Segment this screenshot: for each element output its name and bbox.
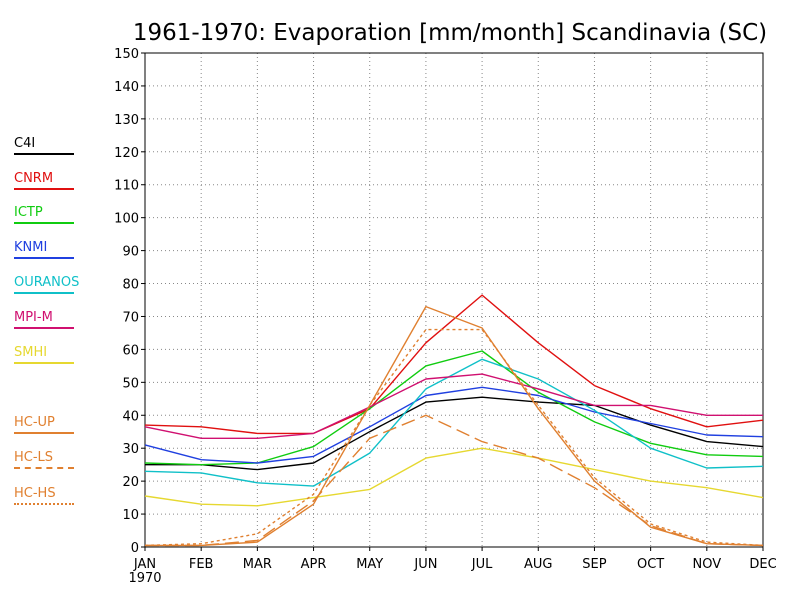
plot-axes xyxy=(144,52,764,548)
x-tick-label: MAY xyxy=(356,557,383,572)
legend-label: SMHI xyxy=(14,345,48,360)
y-tick-label: 40 xyxy=(122,409,139,424)
y-tick-label: 60 xyxy=(122,343,139,358)
legend-label: OURANOS xyxy=(14,275,80,290)
legend-label: HC-LS xyxy=(14,450,54,465)
x-tick-label: OCT xyxy=(637,557,664,572)
chart-title: 1961-1970: Evaporation [mm/month] Scandi… xyxy=(133,20,767,46)
y-tick-label: 50 xyxy=(122,376,139,391)
y-tick-label: 110 xyxy=(114,179,139,194)
grid-lines xyxy=(145,53,763,547)
legend-line-sample xyxy=(14,327,74,329)
x-axis-ticks: JAN FEB MAR APR MAY JUN JUL AUG SEP OCT NOV DEC 1970 xyxy=(128,547,777,586)
y-tick-label: 100 xyxy=(114,212,139,227)
legend-line-sample xyxy=(14,432,74,434)
legend-line-sample xyxy=(14,503,74,505)
legend-item-hc-ls: HC-LS xyxy=(14,451,74,469)
legend-item-hc-hs: HC-HS xyxy=(14,487,74,505)
legend-line-sample xyxy=(14,292,74,294)
x-tick-label: NOV xyxy=(693,557,722,572)
x-tick-label: APR xyxy=(301,557,327,572)
legend-item-knmi: KNMI xyxy=(14,241,74,259)
legend-item-mpi-m: MPI-M xyxy=(14,311,74,329)
x-tick-label: JAN xyxy=(133,557,156,572)
series-line-hc-up xyxy=(145,305,764,547)
legend-label: CNRM xyxy=(14,171,54,186)
y-tick-label: 80 xyxy=(122,278,139,293)
legend-label: HC-HS xyxy=(14,486,56,501)
series-line-hc-hs xyxy=(144,328,764,547)
legend-line-sample xyxy=(14,467,74,469)
y-tick-label: 120 xyxy=(114,146,139,161)
legend-line-sample xyxy=(14,362,74,364)
y-tick-label: 130 xyxy=(114,113,139,128)
legend-label: C4I xyxy=(14,136,36,151)
y-tick-label: 30 xyxy=(122,442,139,457)
legend-label: HC-UP xyxy=(14,415,55,430)
series-lines xyxy=(144,294,764,547)
legend-item-ictp: ICTP xyxy=(14,206,74,224)
series-line-mpi-m xyxy=(144,373,763,439)
legend-item-hc-up: HC-UP xyxy=(14,416,74,434)
legend-item-ouranos: OURANOS xyxy=(14,276,79,294)
legend-label: ICTP xyxy=(14,205,43,220)
y-tick-label: 140 xyxy=(114,80,139,95)
x-tick-label: FEB xyxy=(189,557,214,572)
x-tick-label: MAR xyxy=(243,557,272,572)
x-tick-label: DEC xyxy=(749,557,776,572)
y-tick-label: 90 xyxy=(122,245,139,260)
x-tick-label: AUG xyxy=(524,557,552,572)
x-tick-label: SEP xyxy=(582,557,606,572)
legend-line-sample xyxy=(14,222,74,224)
y-tick-label: 10 xyxy=(122,508,139,523)
legend-item-smhi: SMHI xyxy=(14,346,74,364)
plot-frame xyxy=(144,52,764,548)
x-tick-label: JUL xyxy=(471,557,493,572)
legend-item-c4i: C4I xyxy=(14,137,74,155)
series-line-c4i xyxy=(145,396,764,471)
legend-item-cnrm: CNRM xyxy=(14,172,74,190)
y-axis-ticks: 0 10 20 30 40 50 60 70 80 90 100 110 120 130 140 150 xyxy=(114,47,145,556)
series-line-cnrm xyxy=(144,294,764,435)
y-tick-label: 20 xyxy=(122,475,139,490)
legend-line-sample xyxy=(14,257,74,259)
series-line-ouranos xyxy=(144,358,764,487)
y-tick-label: 0 xyxy=(131,541,139,556)
legend-line-sample xyxy=(14,188,74,190)
legend-label: MPI-M xyxy=(14,310,53,325)
x-tick-sublabel: 1970 xyxy=(128,571,161,586)
x-tick-label: JUN xyxy=(413,557,437,572)
series-line-ictp xyxy=(144,350,764,466)
series-line-hc-ls xyxy=(145,414,764,547)
series-line-knmi xyxy=(144,386,764,464)
legend-label: KNMI xyxy=(14,240,48,255)
series-line-smhi xyxy=(144,447,764,507)
y-tick-label: 150 xyxy=(114,47,139,62)
legend-line-sample xyxy=(14,153,74,155)
y-tick-label: 70 xyxy=(122,310,139,325)
